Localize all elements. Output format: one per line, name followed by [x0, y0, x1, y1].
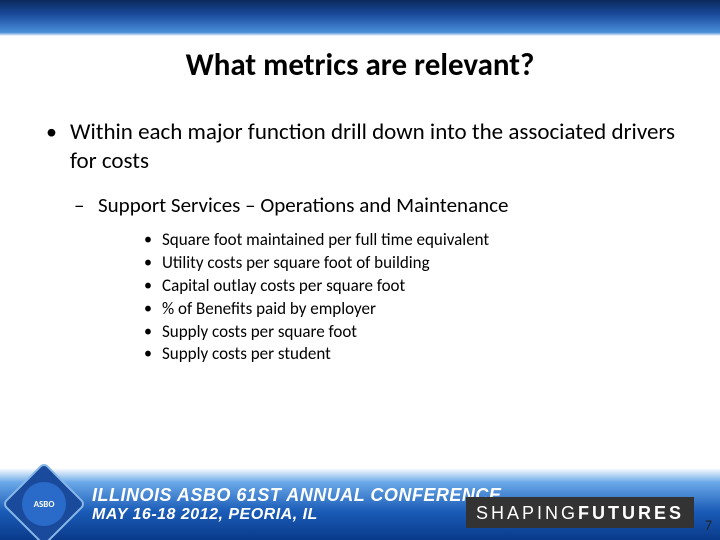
bullet-lvl3-item: Utility costs per square foot of buildin…: [142, 252, 680, 275]
content-area: Within each major function drill down in…: [0, 84, 720, 366]
bullet-list-level2: Support Services – Operations and Mainte…: [70, 192, 680, 367]
slide-title: What metrics are relevant?: [0, 46, 720, 84]
bullet-lvl3-text: Utility costs per square foot of buildin…: [162, 252, 430, 273]
shaping-futures-logo: SHAPINGFUTURES: [466, 497, 694, 528]
asbo-badge-icon: ASBO: [14, 474, 74, 534]
bullet-lvl3-item: Capital outlay costs per square foot: [142, 275, 680, 298]
badge-inner-circle: ASBO: [22, 482, 66, 526]
bullet-lvl3-item: % of Benefits paid by employer: [142, 298, 680, 321]
bullet-lvl1-text: Within each major function drill down in…: [70, 118, 675, 175]
conference-line2: MAY 16-18 2012, PEORIA, IL: [92, 506, 501, 524]
badge-text: ASBO: [34, 499, 55, 510]
top-bar: [0, 0, 720, 36]
shaping-text: SHAPING: [476, 503, 578, 523]
bullet-lvl3-item: Supply costs per square foot: [142, 321, 680, 344]
bullet-lvl3-text: Supply costs per square foot: [162, 321, 357, 342]
bullet-lvl3-text: Square foot maintained per full time equ…: [162, 229, 489, 250]
bullet-list-level1: Within each major function drill down in…: [40, 118, 680, 366]
bullet-lvl3-text: % of Benefits paid by employer: [162, 298, 376, 319]
bullet-list-level3: Square foot maintained per full time equ…: [98, 229, 680, 367]
conference-line1: ILLINOIS ASBO 61ST ANNUAL CONFERENCE: [92, 485, 501, 506]
futures-text: FUTURES: [578, 503, 684, 523]
bullet-lvl3-text: Capital outlay costs per square foot: [162, 275, 405, 296]
slide: What metrics are relevant? Within each m…: [0, 0, 720, 540]
footer-bar: ASBO ILLINOIS ASBO 61ST ANNUAL CONFERENC…: [0, 468, 720, 540]
bullet-lvl3-item: Square foot maintained per full time equ…: [142, 229, 680, 252]
bullet-lvl3-item: Supply costs per student: [142, 343, 680, 366]
bullet-lvl3-text: Supply costs per student: [162, 343, 331, 364]
bullet-lvl2-text: Support Services – Operations and Mainte…: [98, 192, 509, 218]
page-number: 7: [705, 517, 712, 534]
bullet-lvl2-item: Support Services – Operations and Mainte…: [70, 192, 680, 367]
conference-text: ILLINOIS ASBO 61ST ANNUAL CONFERENCE MAY…: [92, 485, 501, 524]
bullet-lvl1-item: Within each major function drill down in…: [40, 118, 680, 366]
shaping-futures-box: SHAPINGFUTURES: [466, 497, 694, 528]
